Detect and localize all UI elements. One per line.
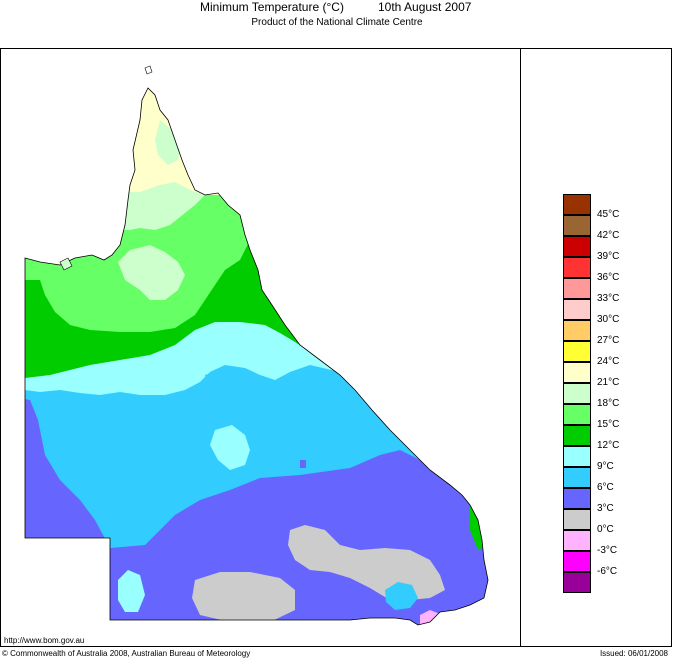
legend-label: 3°C bbox=[597, 503, 614, 514]
legend-label: 27°C bbox=[597, 335, 620, 346]
temperature-zones bbox=[25, 88, 488, 625]
legend-label: 18°C bbox=[597, 398, 620, 409]
legend-label: 42°C bbox=[597, 230, 620, 241]
torres-strait-island bbox=[144, 65, 153, 75]
legend-label: 15°C bbox=[597, 419, 620, 430]
zone-central-cool-pocket bbox=[205, 370, 290, 438]
legend-label: 12°C bbox=[597, 440, 620, 451]
zone-southern-pocket bbox=[385, 582, 418, 610]
legend-divider bbox=[520, 48, 521, 647]
legend-swatch bbox=[563, 425, 591, 446]
legend-swatch bbox=[563, 404, 591, 425]
legend-swatch bbox=[563, 362, 591, 383]
zone-18-21c bbox=[25, 88, 488, 230]
legend-label: 39°C bbox=[597, 251, 620, 262]
legend-label: 0°C bbox=[597, 524, 614, 535]
legend-label: 45°C bbox=[597, 209, 620, 220]
legend-swatch bbox=[563, 341, 591, 362]
legend-label: 21°C bbox=[597, 377, 620, 388]
copyright-text: © Commonwealth of Australia 2008, Austra… bbox=[2, 649, 251, 658]
legend-label: 24°C bbox=[597, 356, 620, 367]
legend-swatch bbox=[563, 236, 591, 257]
legend-label: 33°C bbox=[597, 293, 620, 304]
zone-gulf-pocket bbox=[118, 245, 185, 300]
zone-0-3c-south bbox=[288, 525, 445, 600]
legend-swatch bbox=[563, 551, 591, 572]
map-frame bbox=[0, 48, 672, 647]
queensland-outline bbox=[24, 87, 489, 626]
legend-swatch bbox=[563, 257, 591, 278]
map-title: Minimum Temperature (°C) 10th August 200… bbox=[0, 0, 674, 16]
legend-swatch bbox=[563, 215, 591, 236]
legend-label: 30°C bbox=[597, 314, 620, 325]
gulf-island bbox=[59, 257, 73, 271]
legend-label: -3°C bbox=[597, 545, 618, 556]
legend-swatch bbox=[563, 446, 591, 467]
legend-swatch bbox=[563, 299, 591, 320]
legend-swatch bbox=[563, 278, 591, 299]
legend-swatch bbox=[563, 383, 591, 404]
legend-swatch bbox=[563, 572, 591, 593]
zone-southwest-pocket bbox=[118, 570, 145, 612]
title-text: Minimum Temperature (°C) bbox=[200, 0, 344, 14]
legend-swatch bbox=[563, 509, 591, 530]
legend-swatch bbox=[563, 194, 591, 215]
title-date: 10th August 2007 bbox=[378, 0, 472, 14]
map-subtitle: Product of the National Climate Centre bbox=[251, 17, 423, 28]
legend-label: 9°C bbox=[597, 461, 614, 472]
source-url: http://www.bom.gov.au bbox=[4, 636, 85, 645]
legend-label: 36°C bbox=[597, 272, 620, 283]
issued-date: Issued: 06/01/2008 bbox=[599, 649, 668, 658]
queensland-temperature-map bbox=[24, 65, 489, 626]
zone-central-mild-pocket bbox=[210, 425, 250, 470]
zone-0-3c-southwest bbox=[192, 572, 295, 622]
legend-label: 6°C bbox=[597, 482, 614, 493]
legend-swatch bbox=[563, 530, 591, 551]
zone-central-spot bbox=[300, 460, 306, 468]
legend-swatch bbox=[563, 467, 591, 488]
legend-swatch bbox=[563, 320, 591, 341]
zone-cape-york-pocket bbox=[155, 120, 180, 165]
legend-label: -6°C bbox=[597, 566, 618, 577]
legend-swatch bbox=[563, 488, 591, 509]
zone-21-24c bbox=[25, 88, 488, 195]
